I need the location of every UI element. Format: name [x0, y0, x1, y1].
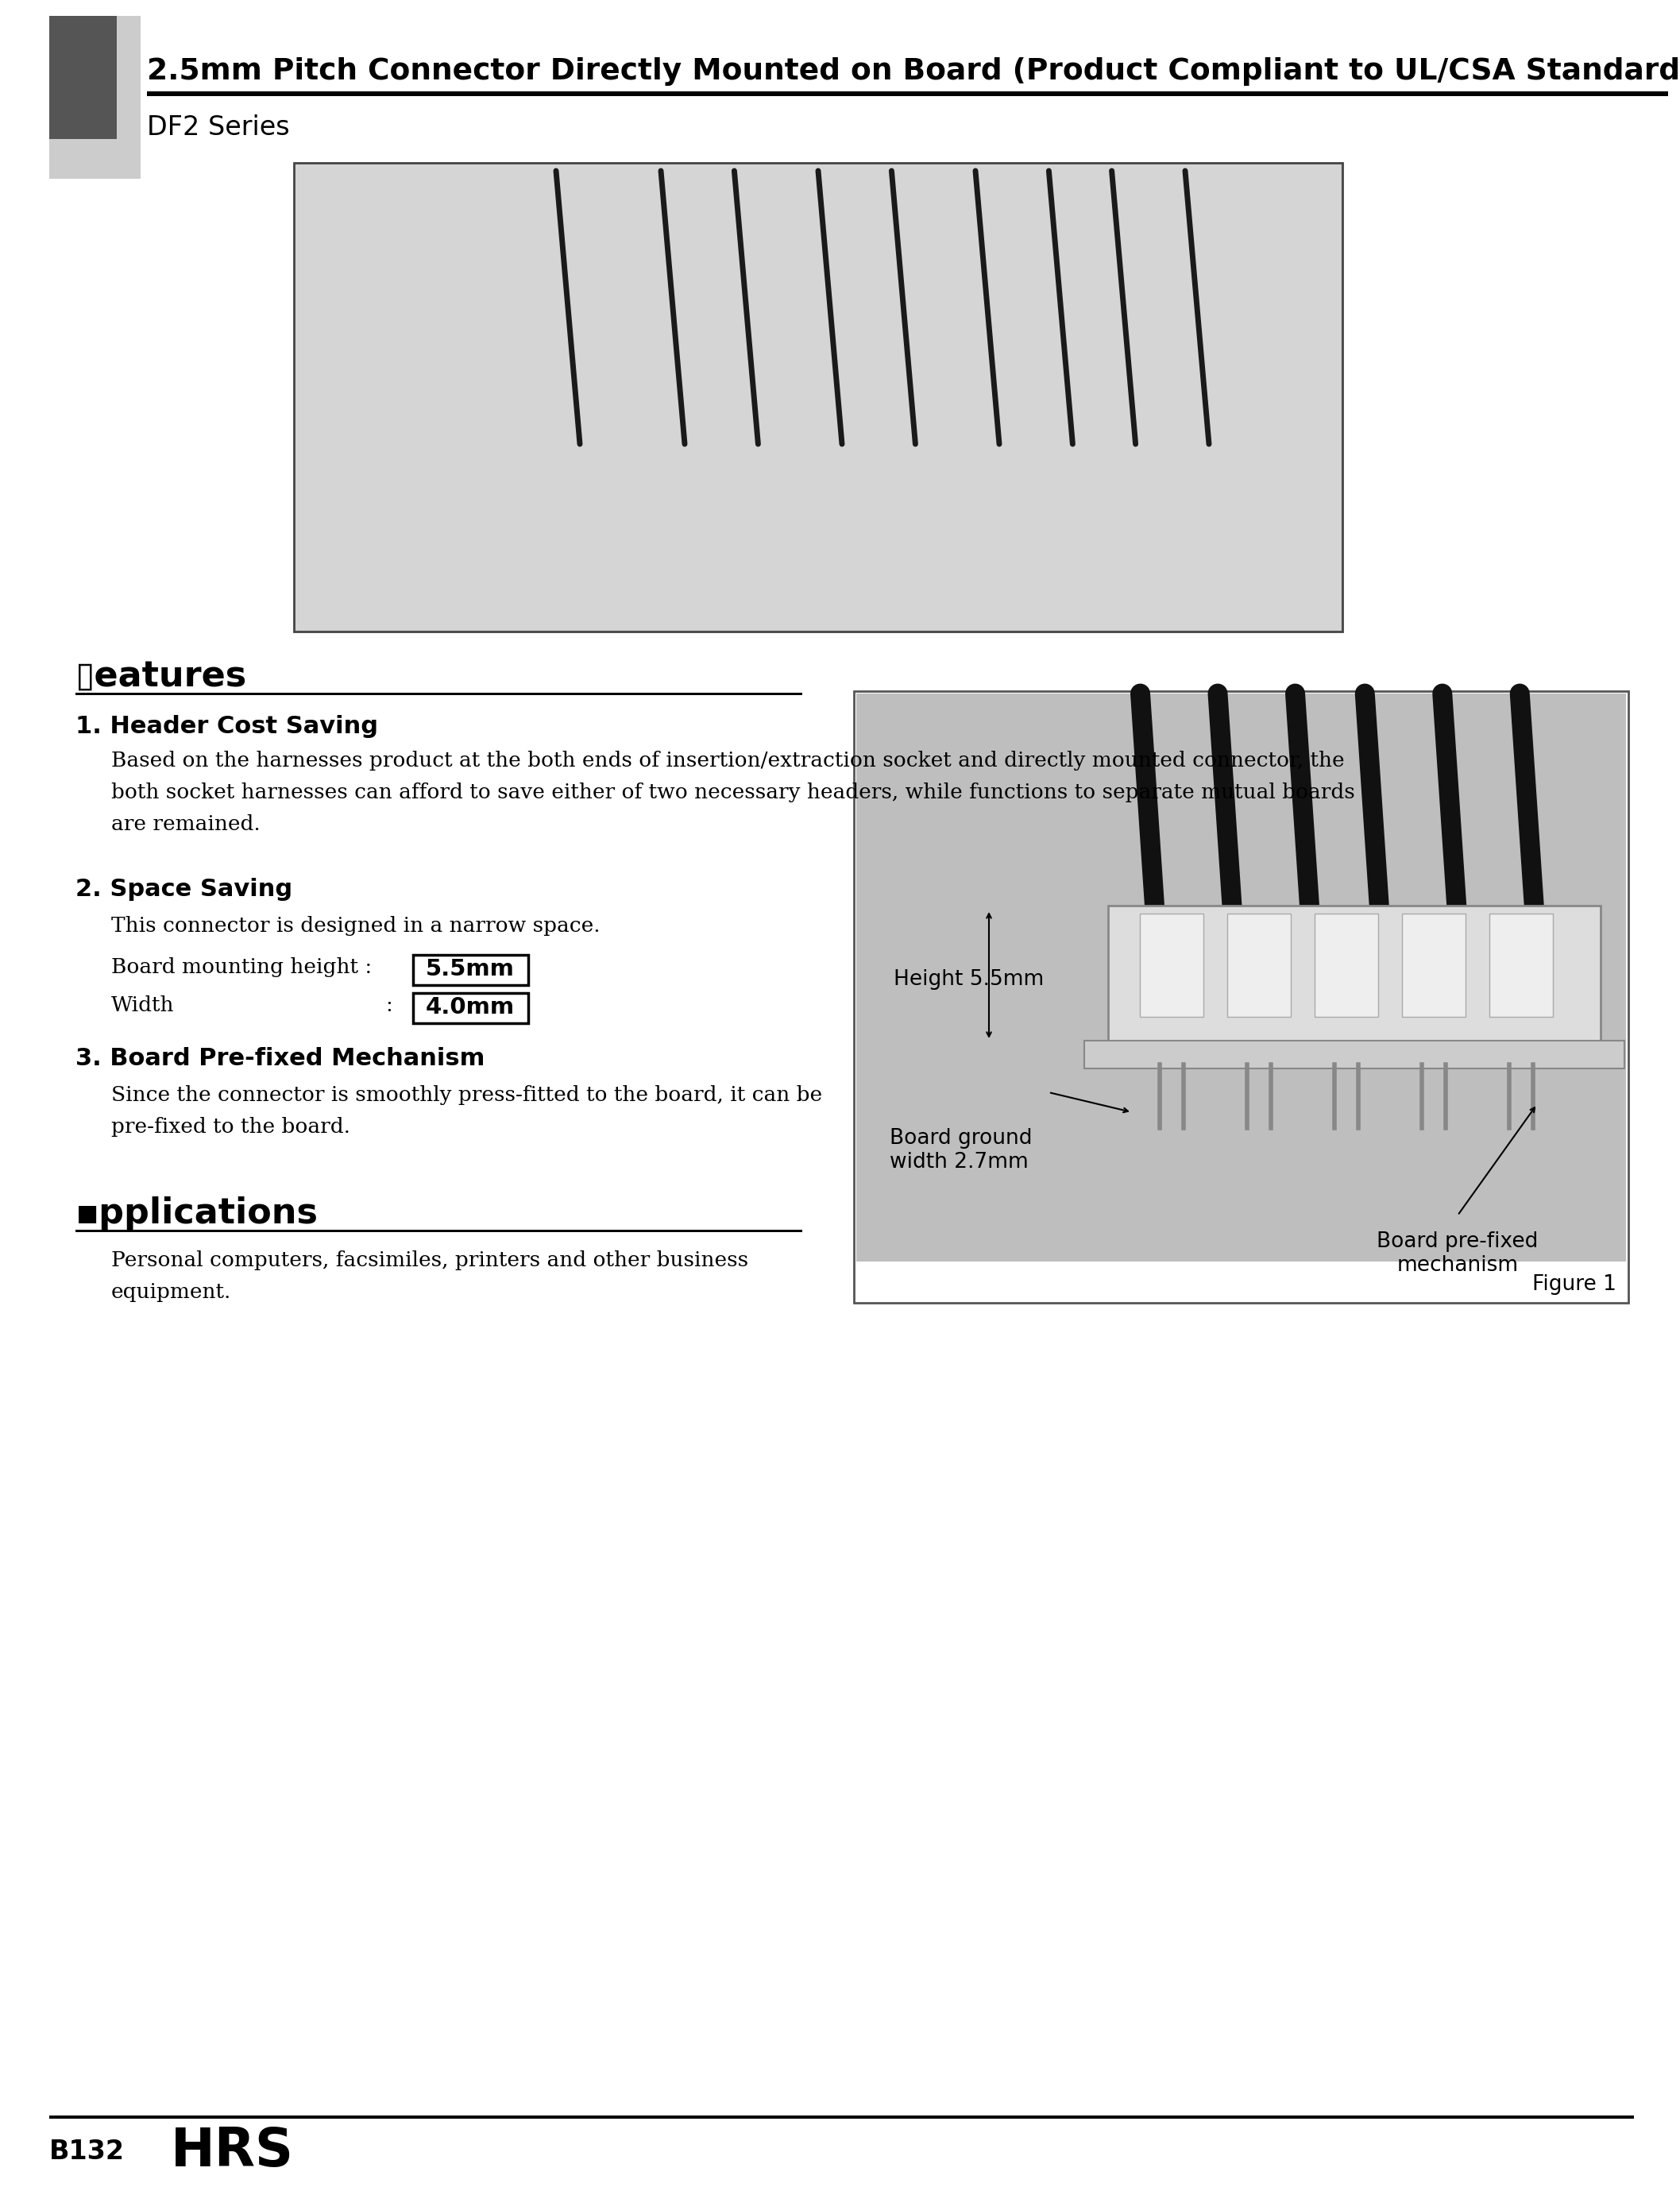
Bar	[49, 15, 141, 179]
Text: are remained.: are remained.	[111, 814, 260, 833]
Text: 4.0mm: 4.0mm	[425, 997, 514, 1019]
Text: Width: Width	[111, 995, 175, 1015]
Bar	[413, 956, 528, 984]
Text: 2.5mm Pitch Connector Directly Mounted on Board (Product Compliant to UL/CSA Sta: 2.5mm Pitch Connector Directly Mounted o…	[146, 57, 1680, 85]
Bar	[1315, 914, 1378, 1017]
Text: 3. Board Pre-fixed Mechanism: 3. Board Pre-fixed Mechanism	[76, 1048, 486, 1069]
Text: ▪pplications: ▪pplications	[76, 1196, 319, 1231]
Bar	[146, 92, 1668, 96]
Bar	[49, 2115, 1635, 2119]
Bar	[857, 693, 1626, 1262]
Bar	[413, 993, 528, 1024]
Text: equipment.: equipment.	[111, 1282, 232, 1301]
Text: B132: B132	[49, 2139, 124, 2165]
Text: 1. Header Cost Saving: 1. Header Cost Saving	[76, 715, 378, 737]
Bar	[294, 162, 1342, 632]
Text: HRS: HRS	[171, 2126, 294, 2178]
Bar	[296, 164, 1341, 630]
Text: Height 5.5mm: Height 5.5mm	[894, 969, 1043, 989]
Bar	[1109, 905, 1601, 1065]
Bar	[1139, 914, 1203, 1017]
Text: Based on the harnesses product at the both ends of insertion/extraction socket a: Based on the harnesses product at the bo…	[111, 750, 1344, 770]
Text: :: :	[385, 995, 393, 1015]
Bar	[1490, 914, 1552, 1017]
Text: Personal computers, facsimiles, printers and other business: Personal computers, facsimiles, printers…	[111, 1251, 748, 1271]
Bar	[853, 691, 1628, 1303]
Bar	[1084, 1041, 1625, 1069]
Text: Since the connector is smoothly press-fitted to the board, it can be: Since the connector is smoothly press-fi…	[111, 1085, 822, 1104]
Bar	[1403, 914, 1465, 1017]
Bar	[1226, 914, 1290, 1017]
Text: Board ground
width 2.7mm: Board ground width 2.7mm	[890, 1128, 1032, 1172]
Text: pre-fixed to the board.: pre-fixed to the board.	[111, 1118, 351, 1137]
Text: Board pre-fixed
mechanism: Board pre-fixed mechanism	[1378, 1231, 1539, 1275]
Text: 5.5mm: 5.5mm	[425, 958, 514, 980]
Text: 2. Space Saving: 2. Space Saving	[76, 877, 292, 901]
Text: ▯eatures: ▯eatures	[76, 658, 247, 693]
Bar	[49, 15, 118, 140]
Text: This connector is designed in a narrow space.: This connector is designed in a narrow s…	[111, 916, 600, 936]
Text: both socket harnesses can afford to save either of two necessary headers, while : both socket harnesses can afford to save…	[111, 783, 1356, 803]
Text: Board mounting height :: Board mounting height :	[111, 958, 371, 978]
Text: DF2 Series: DF2 Series	[146, 114, 289, 140]
Text: Figure 1: Figure 1	[1532, 1275, 1616, 1295]
